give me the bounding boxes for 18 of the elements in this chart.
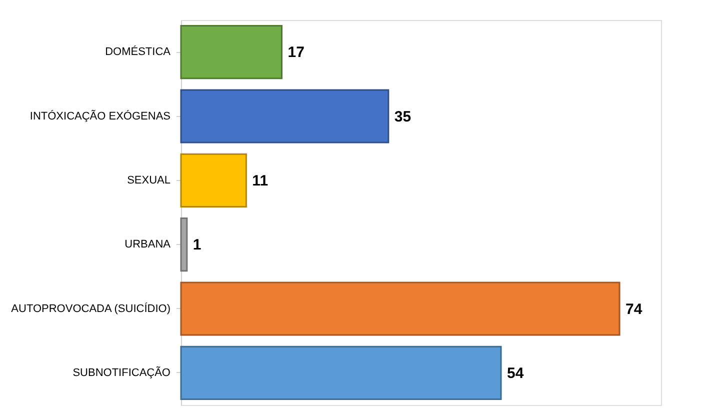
data-label: 17 — [288, 44, 304, 62]
data-label: 1 — [192, 236, 202, 254]
bar — [180, 218, 188, 272]
bar — [180, 153, 247, 208]
data-label: 54 — [507, 364, 524, 382]
y-tick-label: SUBNOTIFICAÇÃO — [72, 366, 171, 379]
y-tick-label: INTÓXICAÇÃO EXÓGENAS — [30, 109, 170, 122]
data-label: 11 — [252, 172, 268, 190]
bar — [180, 25, 282, 80]
y-tick-label: URBANA — [124, 238, 172, 251]
data-label: 74 — [626, 300, 643, 318]
y-tick-label: AUTOPROVOCADA (SUICÍDIO) — [11, 302, 170, 315]
bar — [180, 89, 390, 144]
y-tick-label: DOMÉSTICA — [105, 45, 172, 58]
bar — [180, 346, 502, 400]
data-label: 35 — [394, 108, 412, 126]
y-tick-label: SEXUAL — [127, 174, 170, 186]
bar — [180, 282, 620, 336]
